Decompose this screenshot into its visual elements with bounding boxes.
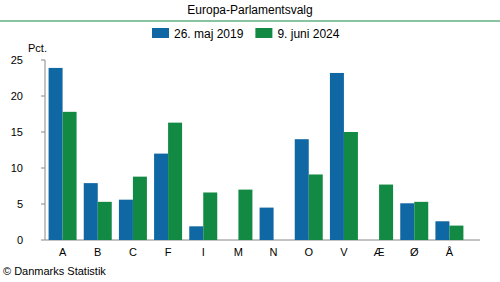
legend-swatch [152, 28, 169, 38]
x-tick-label: C [129, 246, 137, 258]
bar [133, 177, 147, 240]
y-tick [41, 96, 45, 97]
y-tick-label: 25 [11, 54, 23, 66]
bar [63, 112, 77, 240]
bar [260, 208, 274, 240]
bar [330, 73, 344, 240]
x-tick-label: A [59, 246, 67, 258]
bar [435, 221, 449, 240]
bar [449, 226, 463, 240]
bar [238, 190, 252, 240]
y-axis-label: Pct. [28, 42, 47, 54]
y-tick [41, 60, 45, 61]
legend-swatch [255, 28, 272, 38]
x-tick-label: Å [446, 246, 454, 258]
y-tick [41, 204, 45, 205]
y-tick-label: 20 [11, 90, 23, 102]
x-tick-label: F [165, 246, 172, 258]
x-tick-label: O [304, 246, 313, 258]
y-tick-label: 10 [11, 162, 23, 174]
y-tick-label: 15 [11, 126, 23, 138]
title: Europa-Parlamentsvalg [187, 3, 312, 17]
x-tick-label: Æ [374, 246, 385, 258]
bar [295, 139, 309, 240]
source: © Danmarks Statistik [3, 265, 106, 277]
bars [49, 68, 464, 240]
bar [154, 154, 168, 240]
y-tick [41, 132, 45, 133]
title-rule [0, 21, 500, 22]
x-tick-label: I [202, 246, 205, 258]
bar [344, 132, 358, 240]
bar [168, 123, 182, 240]
y-tick [41, 240, 45, 241]
bar [189, 226, 203, 240]
y-axis [45, 60, 46, 240]
bar [203, 192, 217, 240]
bar [379, 185, 393, 240]
legend-entry: 26. maj 2019 [152, 27, 244, 41]
x-tick-label: M [234, 246, 243, 258]
y-tick [41, 168, 45, 169]
bar [400, 203, 414, 240]
bar [98, 202, 112, 240]
bar [414, 202, 428, 240]
x-tick-label: N [270, 246, 278, 258]
bar [49, 68, 63, 240]
bar [119, 200, 133, 240]
legend-label: 9. juni 2024 [277, 27, 339, 41]
legend-entry: 9. juni 2024 [255, 27, 339, 41]
x-tick-label: V [340, 246, 348, 258]
bar [309, 174, 323, 240]
y-tick-label: 0 [17, 234, 23, 246]
x-tick-label: B [94, 246, 101, 258]
y-tick-label: 5 [17, 198, 23, 210]
legend-label: 26. maj 2019 [174, 27, 244, 41]
x-tick-label: Ø [410, 246, 419, 258]
bar [84, 183, 98, 240]
